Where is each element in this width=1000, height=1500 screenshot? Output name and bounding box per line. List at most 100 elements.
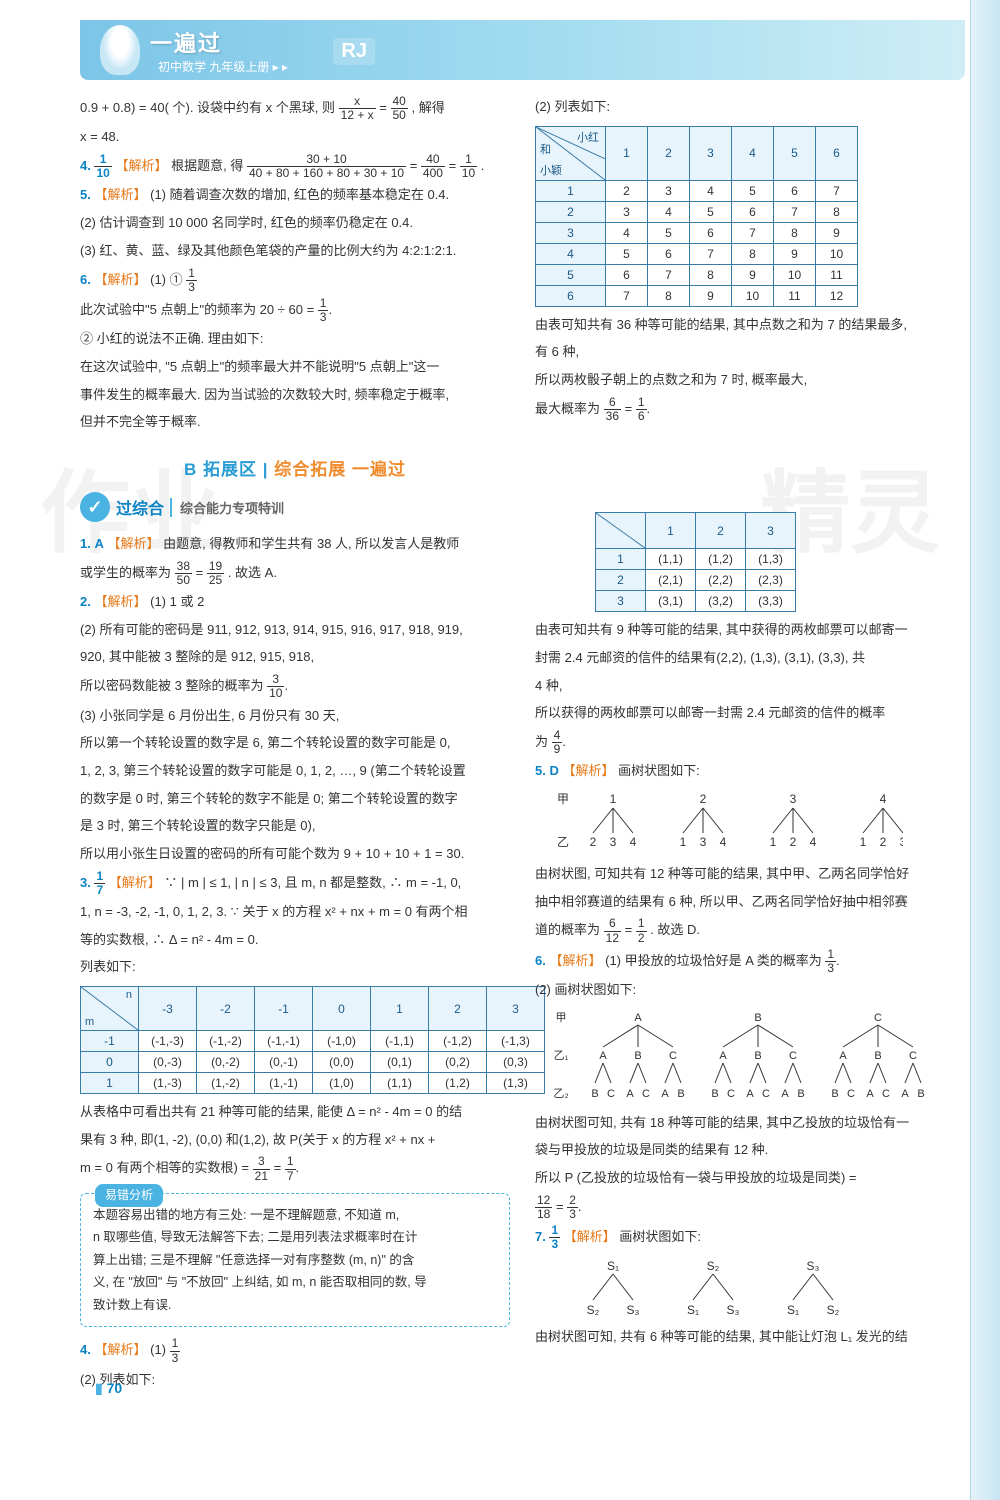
svg-text:B: B (797, 1088, 804, 1100)
tip-box: 易错分析 本题容易出错的地方有三处: 一是不理解题意, 不知道 m, n 取哪些… (80, 1193, 510, 1328)
page-number: 70 (95, 1380, 122, 1397)
svg-text:C: C (874, 1012, 882, 1024)
svg-text:C: C (882, 1088, 890, 1100)
svg-text:S₃: S₃ (627, 1303, 640, 1317)
line: 果有 3 种, 即(1, -2), (0,0) 和(1,2), 故 P(关于 x… (80, 1128, 510, 1153)
line: 封需 2.4 元邮资的信件的结果有(2,2), (1,3), (3,1), (3… (535, 646, 965, 671)
svg-text:B: B (591, 1088, 598, 1100)
svg-text:乙₁: 乙₁ (554, 1049, 569, 1062)
tree-diagram-1: 甲 1234 乙 234 134 124 123 (543, 788, 903, 858)
svg-text:A: A (634, 1012, 642, 1024)
svg-text:2: 2 (880, 835, 887, 849)
line: 由树状图可知, 共有 6 种等可能的结果, 其中能让灯泡 L₁ 发光的结 (535, 1325, 965, 1350)
line: x = 48. (80, 125, 510, 150)
tip-title: 易错分析 (95, 1184, 163, 1208)
q1: 1. A 【解析】 由题意, 得教师和学生共有 38 人, 所以发言人是教师 (80, 532, 510, 557)
svg-text:C: C (727, 1088, 735, 1100)
q3: 3. 17 【解析】 ∵ | m | ≤ 1, | n | ≤ 3, 且 m, … (80, 870, 510, 897)
svg-text:3: 3 (900, 835, 903, 849)
line: (2) 列表如下: (535, 95, 965, 120)
left-column: 0.9 + 0.8) = 40( 个). 设袋中约有 x 个黑球, 则 x12 … (80, 95, 510, 1395)
svg-text:B: B (754, 1050, 761, 1062)
line: 从表格中可看出共有 21 种等可能的结果, 能使 Δ = n² - 4m = 0… (80, 1100, 510, 1125)
line: 为 49. (535, 729, 965, 756)
line: 4 种, (535, 674, 965, 699)
line: 所以 P (乙投放的垃圾恰有一袋与甲投放的垃圾是同类) = (535, 1166, 965, 1191)
svg-text:S₃: S₃ (727, 1303, 740, 1317)
line: (2) 所有可能的密码是 911, 912, 913, 914, 915, 91… (80, 618, 510, 643)
svg-text:甲: 甲 (557, 792, 569, 806)
check-icon: ✓ (80, 492, 110, 522)
line: 的数字是 0 时, 第三个转轮的数字不能是 0; 第二个转轮设置的数字 (80, 787, 510, 812)
svg-text:C: C (847, 1088, 855, 1100)
line: (2) 画树状图如下: (535, 978, 965, 1003)
line: 列表如下: (80, 955, 510, 980)
line: 或学生的概率为 3850 = 1925 . 故选 A. (80, 560, 510, 587)
line: 由表可知共有 9 种等可能的结果, 其中获得的两枚邮票可以邮寄一 (535, 618, 965, 643)
svg-text:A: A (839, 1050, 847, 1062)
svg-text:A: A (626, 1088, 634, 1100)
line: 事件发生的概率最大. 因为当试验的次数较大时, 频率稳定于概率, (80, 383, 510, 408)
line: 1, n = -3, -2, -1, 0, 1, 2, 3. ∵ 关于 x 的方… (80, 900, 510, 925)
line: 等的实数根, ∴ Δ = n² - 4m = 0. (80, 928, 510, 953)
line: 由树状图可知, 共有 18 种等可能的结果, 其中乙投放的垃圾恰有一 (535, 1111, 965, 1136)
svg-text:C: C (762, 1088, 770, 1100)
svg-text:S₁: S₁ (687, 1303, 699, 1317)
svg-text:S₂: S₂ (587, 1303, 600, 1317)
svg-text:4: 4 (810, 835, 817, 849)
tree-diagram-2: 甲 ABC 乙₁ ABC ABC ABC (543, 1007, 943, 1107)
svg-text:3: 3 (790, 792, 797, 806)
line: 0.9 + 0.8) = 40( 个). 设袋中约有 x 个黑球, 则 x12 … (80, 95, 510, 122)
table-stamps: 123 1(1,1)(1,2)(1,3) 2(2,1)(2,2)(2,3) 3(… (595, 512, 796, 612)
svg-text:C: C (789, 1050, 797, 1062)
edition-tag: RJ (333, 38, 375, 65)
line: 是 3 时, 第三个转轮设置的数字只能是 0), (80, 814, 510, 839)
svg-text:2: 2 (790, 835, 797, 849)
svg-text:4: 4 (720, 835, 727, 849)
line: 所以第一个转轮设置的数字是 6, 第二个转轮设置的数字可能是 0, (80, 731, 510, 756)
svg-text:C: C (909, 1050, 917, 1062)
svg-text:A: A (661, 1088, 669, 1100)
q7: 7. 13 【解析】 画树状图如下: (535, 1224, 965, 1251)
svg-text:B: B (917, 1088, 924, 1100)
svg-text:甲: 甲 (556, 1012, 567, 1024)
line: m = 0 有两个相等的实数根) = 321 = 17. (80, 1155, 510, 1182)
q5r: 5. D 【解析】 画树状图如下: (535, 759, 965, 784)
svg-text:A: A (901, 1088, 909, 1100)
line: (3) 小张同学是 6 月份出生, 6 月份只有 30 天, (80, 704, 510, 729)
svg-text:S₁: S₁ (607, 1259, 619, 1273)
svg-text:乙₂: 乙₂ (553, 1087, 568, 1100)
svg-text:4: 4 (880, 792, 887, 806)
line: 由树状图, 可知共有 12 种等可能的结果, 其中甲、乙两名同学恰好 (535, 862, 965, 887)
svg-text:B: B (711, 1088, 718, 1100)
balloon-icon (100, 25, 140, 75)
svg-text:C: C (607, 1088, 615, 1100)
svg-text:1: 1 (680, 835, 687, 849)
line: 所以获得的两枚邮票可以邮寄一封需 2.4 元邮资的信件的概率 (535, 701, 965, 726)
q4: 4. 110 【解析】 根据题意, 得 30 + 1040 + 80 + 160… (80, 153, 510, 180)
svg-text:A: A (866, 1088, 874, 1100)
svg-text:S₁: S₁ (787, 1303, 799, 1317)
svg-text:B: B (874, 1050, 881, 1062)
table-mn: n m -3-2-10123 -1(-1,-3)(-1,-2)(-1,-1)(-… (80, 986, 545, 1094)
line: 所以两枚骰子朝上的点数之和为 7 时, 概率最大, (535, 368, 965, 393)
q6: 6. 【解析】 (1) ① 13 (80, 267, 510, 294)
svg-text:B: B (677, 1088, 684, 1100)
line: 此次试验中"5 点朝上"的频率为 20 ÷ 60 = 13. (80, 297, 510, 324)
q2: 2. 【解析】 (1) 1 或 2 (80, 590, 510, 615)
book-subtitle: 初中数学 九年级上册 ▸ ▸ (158, 58, 288, 75)
line: 所以密码数能被 3 整除的概率为 310. (80, 673, 510, 700)
svg-text:A: A (719, 1050, 727, 1062)
svg-text:A: A (599, 1050, 607, 1062)
svg-text:乙: 乙 (557, 835, 569, 849)
q5: 5. 【解析】 (1) 随着调查次数的增加, 红色的频率基本稳定在 0.4. (80, 183, 510, 208)
right-column: (2) 列表如下: 小红 和 小颖 123456 1234567 2345678… (535, 95, 965, 1395)
line: 但并不完全等于概率. (80, 410, 510, 435)
svg-text:S₃: S₃ (807, 1259, 820, 1273)
table-dice: 小红 和 小颖 123456 1234567 2345678 3456789 4… (535, 126, 858, 307)
svg-text:3: 3 (700, 835, 707, 849)
subsection-header: ✓ 过综合 综合能力专项特训 (80, 492, 510, 522)
line: 抽中相邻赛道的结果有 6 种, 所以甲、乙两名同学恰好抽中相邻赛 (535, 890, 965, 915)
svg-text:4: 4 (630, 835, 637, 849)
svg-text:S₂: S₂ (707, 1259, 720, 1273)
